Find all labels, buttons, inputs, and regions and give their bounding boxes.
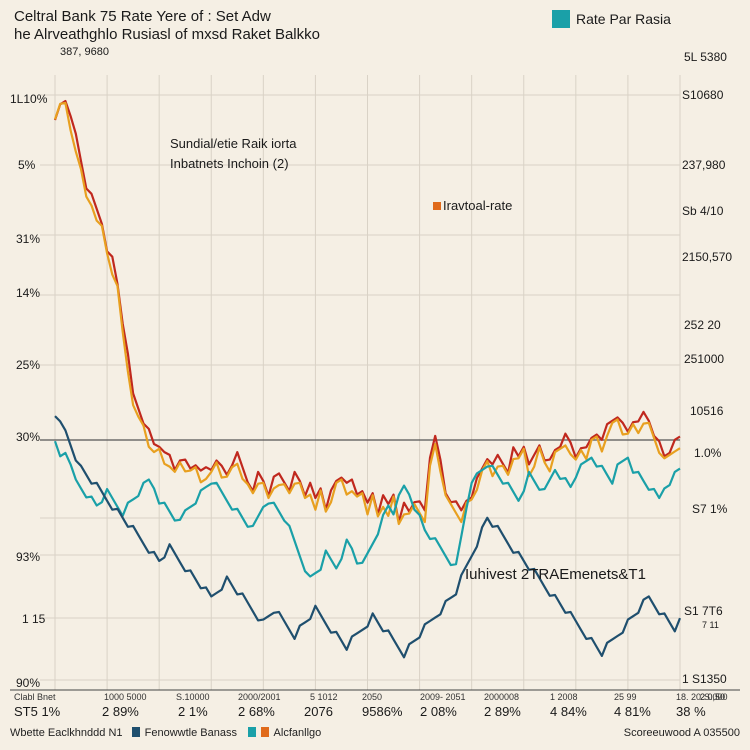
x-small-label-10: 18. 20 bbox=[676, 692, 702, 702]
x-small-label-11: S.000 bbox=[704, 692, 728, 702]
left-tick-8: 90% bbox=[16, 676, 41, 690]
x-small-label-9: 25 99 bbox=[614, 692, 637, 702]
series-line-orange bbox=[53, 101, 681, 526]
x-small-label-2: S.10000 bbox=[176, 692, 210, 702]
x-tick-5: 9586% bbox=[362, 704, 403, 719]
x-tick-2: 2 1% bbox=[178, 704, 208, 719]
right-tick-2: 237,980 bbox=[682, 158, 726, 172]
right-tick-6: 251000 bbox=[684, 352, 725, 366]
x-tick-3: 2 68% bbox=[238, 704, 275, 719]
x-tick-9: 4 81% bbox=[614, 704, 651, 719]
right-subtick-0: 2 0,50 bbox=[700, 692, 726, 702]
legend-label: Rate Par Rasia bbox=[576, 11, 671, 27]
series-line-teal bbox=[53, 440, 681, 578]
footer-item-2: Alcfanllgo bbox=[273, 727, 322, 739]
footer-swatch-0 bbox=[131, 727, 140, 737]
x-small-label-6: 2009- 2051 bbox=[420, 692, 466, 702]
x-small-label-5: 2050 bbox=[362, 692, 383, 702]
x-tick-0: ST5 1% bbox=[14, 704, 61, 719]
left-tick-1: 5% bbox=[18, 158, 36, 172]
right-tick-11: 7 11 bbox=[702, 620, 719, 630]
left-tick-0: 1L10% bbox=[10, 92, 48, 106]
footer-swatch-1 bbox=[248, 727, 257, 737]
chart-title: Celtral Bank 75 Rate Yere of : Set Adw bbox=[14, 8, 271, 25]
chart-subtitle: he Alrveathghlo Rusiasl of mxsd Raket Ba… bbox=[14, 26, 320, 43]
annotation-box-line2: Inbatnets Inchoin (2) bbox=[170, 156, 289, 171]
x-tick-7: 2 89% bbox=[484, 704, 521, 719]
chart-series-lines bbox=[53, 99, 682, 659]
left-tick-3: 14% bbox=[16, 286, 41, 300]
x-tick-10: 38 % bbox=[676, 704, 706, 719]
annotation-box-line1: Sundial/etie Raik iorta bbox=[170, 136, 297, 151]
annotation-lower-label: Iuhivest 2TRAEmenets&T1 bbox=[465, 566, 646, 583]
footer-item-0: Wbette Eaclkhnddd N1 bbox=[10, 727, 123, 739]
right-tick-5: 252 20 bbox=[684, 318, 721, 332]
right-tick-3: Sb 4/10 bbox=[682, 204, 724, 218]
right-tick-0: 5L 5380 bbox=[684, 50, 727, 64]
right-tick-9: S7 1% bbox=[692, 502, 728, 516]
footer-right-label: Scoreeuwood A 035500 bbox=[623, 727, 740, 739]
right-tick-8: 1.0% bbox=[694, 446, 722, 460]
x-small-label-3: 2000/2001 bbox=[238, 692, 281, 702]
chart-grid bbox=[10, 75, 740, 691]
left-tick-2: 31% bbox=[16, 232, 41, 246]
series-line-navy bbox=[54, 415, 682, 659]
left-tick-5: 30% bbox=[16, 430, 41, 444]
right-tick-12: 1 S1350 bbox=[682, 672, 727, 686]
left-tick-6: 93% bbox=[16, 550, 41, 564]
x-tick-8: 4 84% bbox=[550, 704, 587, 719]
legend-swatch bbox=[552, 10, 570, 28]
footer-legend: Wbette Eaclkhnddd N1 Fenowwtle Banass Al… bbox=[10, 727, 321, 739]
x-small-label-4: 5 1012 bbox=[310, 692, 338, 702]
annotation-mid-swatch bbox=[433, 202, 441, 210]
right-tick-4: 2150,570 bbox=[682, 250, 733, 264]
top-left-small-label: 387, 9680 bbox=[60, 46, 109, 58]
x-small-label-8: 1 2008 bbox=[550, 692, 578, 702]
annotation-mid-label: Iravtoal-rate bbox=[443, 198, 513, 213]
left-tick-7: 1 15 bbox=[22, 612, 46, 626]
x-small-label-0: Clabl Bnet bbox=[14, 692, 56, 702]
footer-item-1: Fenowwtle Banass bbox=[144, 727, 237, 739]
right-tick-1: S10680 bbox=[682, 88, 724, 102]
x-tick-1: 2 89% bbox=[102, 704, 139, 719]
x-small-label-1: 1000 5000 bbox=[104, 692, 147, 702]
right-tick-7: 10516 bbox=[690, 404, 724, 418]
footer-swatch-2 bbox=[261, 727, 270, 737]
x-tick-4: 2076 bbox=[304, 704, 333, 719]
right-tick-10: S1 7T6 bbox=[684, 604, 723, 618]
left-tick-4: 25% bbox=[16, 358, 41, 372]
x-small-label-7: 2000008 bbox=[484, 692, 520, 702]
x-tick-6: 2 08% bbox=[420, 704, 457, 719]
